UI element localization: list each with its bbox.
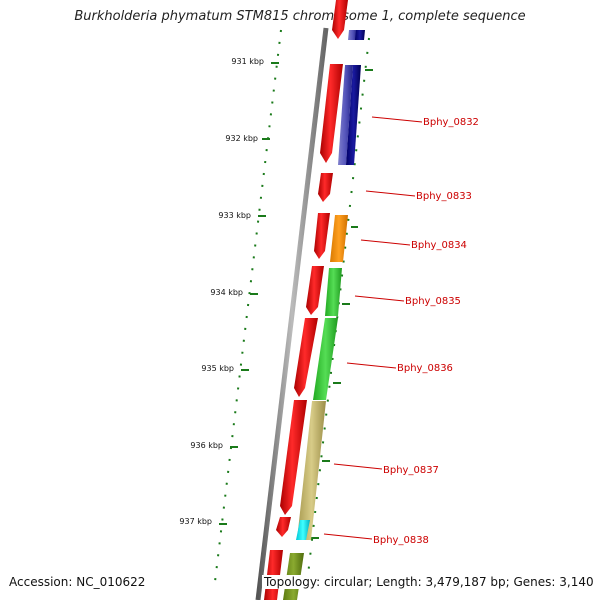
scale-label: 934 kbp [210,288,243,297]
gene-arrow [280,400,307,515]
label-leader [360,239,411,246]
accession-text: Accession: NC_010622 [9,575,146,589]
gene-arrow [332,0,348,39]
gene-arrow [325,268,342,316]
gene-arrow [330,215,348,262]
gene-leaders [323,116,423,540]
genome-summary: Topology: circular; Length: 3,479,187 bp… [262,575,596,589]
gene-arrow [338,65,353,165]
scale-label: 931 kbp [231,57,264,66]
outer-ticks [311,69,373,539]
gene-arrow [346,65,361,165]
gene-label: Bphy_0834 [411,240,467,251]
scale-label: 933 kbp [218,211,251,220]
scale-label: 937 kbp [179,517,212,526]
inner-track-genes [264,0,348,600]
gene-label: Bphy_0833 [416,191,472,202]
gene-label: Bphy_0836 [397,363,453,374]
scale-track [213,29,282,591]
label-leader [365,190,416,197]
gene-arrow [320,64,343,163]
gene-arrow [306,266,324,315]
label-leader [323,533,373,540]
scale-label: 936 kbp [190,441,223,450]
gene-label: Bphy_0835 [405,296,461,307]
label-leader [371,116,423,123]
gene-arrow [318,173,333,202]
gene-label: Bphy_0837 [383,465,439,476]
gene-arrow [355,30,365,40]
gene-arrow [348,30,357,40]
gene-label: Bphy_0832 [423,117,479,128]
gene-labels: Bphy_0832 Bphy_0833 Bphy_0834 Bphy_0835 … [373,117,479,546]
label-leader [333,463,383,470]
label-leader [346,362,397,369]
gene-arrow [294,318,318,397]
gene-label: Bphy_0838 [373,535,429,546]
scale-label: 932 kbp [225,134,258,143]
outer-track-genes [283,30,365,600]
gene-arrow [276,517,291,537]
gene-arrow [296,520,310,540]
label-leader [354,295,405,302]
scale-marks: 931 kbp 932 kbp 933 kbp 934 kbp 935 kbp … [179,57,279,526]
chromosome-backbone [255,27,329,600]
gene-arrow [314,213,330,259]
scale-label: 935 kbp [201,364,234,373]
map-title: Burkholderia phymatum STM815 chromosome … [74,9,526,24]
gene-arrow [297,401,326,540]
gene-arrow [313,318,338,400]
